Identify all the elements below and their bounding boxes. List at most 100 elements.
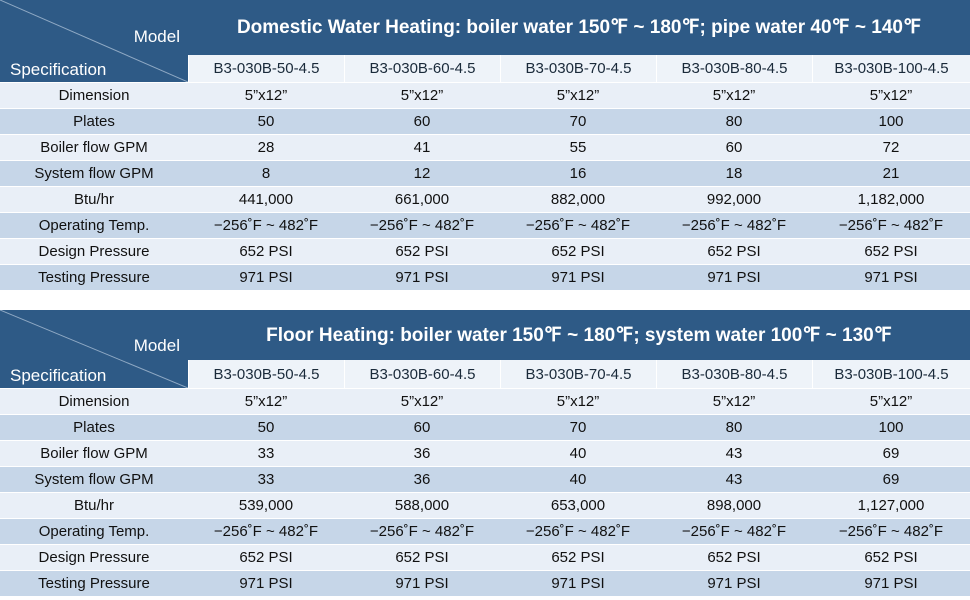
cell: 72 <box>812 134 970 160</box>
cell: 1,182,000 <box>812 186 970 212</box>
cell: 971 PSI <box>188 264 344 290</box>
cell: −256˚F ~ 482˚F <box>812 518 970 544</box>
cell: −256˚F ~ 482˚F <box>500 212 656 238</box>
cell: 5”x12” <box>812 82 970 108</box>
corner-cell: Model Specification <box>0 310 188 388</box>
cell: 882,000 <box>500 186 656 212</box>
cell: 60 <box>656 134 812 160</box>
row-label: System flow GPM <box>0 466 188 492</box>
cell: 50 <box>188 108 344 134</box>
model-name: B3-030B-70-4.5 <box>500 360 656 388</box>
cell: 971 PSI <box>500 264 656 290</box>
row-label: System flow GPM <box>0 160 188 186</box>
row-label: Testing Pressure <box>0 570 188 596</box>
cell: 652 PSI <box>344 544 500 570</box>
model-name: B3-030B-60-4.5 <box>344 55 500 82</box>
cell: 5”x12” <box>656 388 812 414</box>
cell: 5”x12” <box>500 388 656 414</box>
cell: 971 PSI <box>188 570 344 596</box>
cell: −256˚F ~ 482˚F <box>656 212 812 238</box>
cell: 55 <box>500 134 656 160</box>
cell: 21 <box>812 160 970 186</box>
cell: 652 PSI <box>500 544 656 570</box>
cell: −256˚F ~ 482˚F <box>188 518 344 544</box>
corner-cell: Model Specification <box>0 0 188 82</box>
row-label: Dimension <box>0 82 188 108</box>
cell: 588,000 <box>344 492 500 518</box>
cell: 652 PSI <box>500 238 656 264</box>
cell: 5”x12” <box>344 388 500 414</box>
cell: −256˚F ~ 482˚F <box>344 212 500 238</box>
cell: 69 <box>812 466 970 492</box>
cell: 36 <box>344 440 500 466</box>
cell: 971 PSI <box>812 264 970 290</box>
model-name: B3-030B-80-4.5 <box>656 360 812 388</box>
cell: 16 <box>500 160 656 186</box>
cell: 50 <box>188 414 344 440</box>
cell: 40 <box>500 440 656 466</box>
cell: 33 <box>188 466 344 492</box>
cell: 971 PSI <box>500 570 656 596</box>
cell: 33 <box>188 440 344 466</box>
cell: −256˚F ~ 482˚F <box>500 518 656 544</box>
cell: 18 <box>656 160 812 186</box>
cell: −256˚F ~ 482˚F <box>656 518 812 544</box>
cell: 12 <box>344 160 500 186</box>
cell: 43 <box>656 440 812 466</box>
cell: 652 PSI <box>188 544 344 570</box>
cell: 8 <box>188 160 344 186</box>
cell: 70 <box>500 108 656 134</box>
row-label: Testing Pressure <box>0 264 188 290</box>
cell: 652 PSI <box>188 238 344 264</box>
model-name: B3-030B-50-4.5 <box>188 360 344 388</box>
cell: 652 PSI <box>344 238 500 264</box>
diagonal <box>0 0 188 82</box>
row-label: Operating Temp. <box>0 212 188 238</box>
row-label: Design Pressure <box>0 238 188 264</box>
corner-model: Model <box>133 27 180 47</box>
table-title: Floor Heating: boiler water 150℉ ~ 180℉;… <box>188 310 970 360</box>
row-label: Design Pressure <box>0 544 188 570</box>
model-name: B3-030B-70-4.5 <box>500 55 656 82</box>
cell: 5”x12” <box>188 82 344 108</box>
model-name: B3-030B-100-4.5 <box>812 55 970 82</box>
row-label: Dimension <box>0 388 188 414</box>
row-label: Btu/hr <box>0 186 188 212</box>
row-label: Plates <box>0 414 188 440</box>
cell: 70 <box>500 414 656 440</box>
row-label: Boiler flow GPM <box>0 440 188 466</box>
row-label: Plates <box>0 108 188 134</box>
diagonal <box>0 310 188 388</box>
cell: 971 PSI <box>344 570 500 596</box>
cell: 43 <box>656 466 812 492</box>
cell: 653,000 <box>500 492 656 518</box>
cell: −256˚F ~ 482˚F <box>344 518 500 544</box>
cell: 992,000 <box>656 186 812 212</box>
corner-spec: Specification <box>10 366 107 385</box>
cell: 80 <box>656 414 812 440</box>
cell: 652 PSI <box>656 544 812 570</box>
cell: 898,000 <box>656 492 812 518</box>
model-name: B3-030B-50-4.5 <box>188 55 344 82</box>
model-name: B3-030B-60-4.5 <box>344 360 500 388</box>
row-label: Btu/hr <box>0 492 188 518</box>
corner-model: Model <box>133 335 180 355</box>
cell: 60 <box>344 108 500 134</box>
cell: 5”x12” <box>188 388 344 414</box>
cell: 100 <box>812 108 970 134</box>
table-title: Domestic Water Heating: boiler water 150… <box>188 0 970 55</box>
cell: 36 <box>344 466 500 492</box>
cell: 971 PSI <box>656 264 812 290</box>
corner-spec: Specification <box>10 60 107 79</box>
cell: 539,000 <box>188 492 344 518</box>
cell: 5”x12” <box>500 82 656 108</box>
cell: 5”x12” <box>344 82 500 108</box>
cell: 28 <box>188 134 344 160</box>
model-name: B3-030B-100-4.5 <box>812 360 970 388</box>
cell: 652 PSI <box>812 544 970 570</box>
cell: 60 <box>344 414 500 440</box>
cell: 652 PSI <box>812 238 970 264</box>
cell: 80 <box>656 108 812 134</box>
cell: −256˚F ~ 482˚F <box>188 212 344 238</box>
row-label: Operating Temp. <box>0 518 188 544</box>
